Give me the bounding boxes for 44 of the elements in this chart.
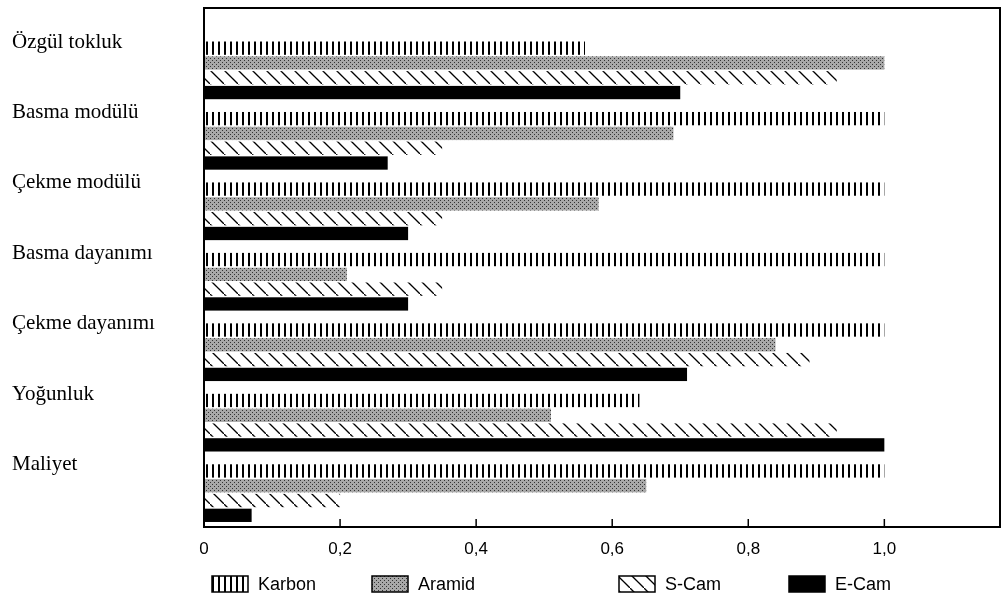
bar [204, 297, 409, 311]
legend-label: E-Cam [835, 574, 892, 594]
bar [204, 267, 347, 281]
legend-label: Karbon [258, 574, 317, 594]
y-tick-label: Basma dayanımı [12, 239, 153, 264]
bar [204, 41, 585, 55]
bar [204, 408, 551, 422]
bar [204, 126, 674, 141]
y-tick-label: Yoğunluk [12, 380, 95, 405]
bar [204, 423, 837, 437]
bar [204, 85, 681, 100]
bar [204, 493, 341, 508]
y-tick-label: Basma modülü [12, 98, 140, 123]
y-tick-label: Özgül tokluk [12, 28, 123, 53]
x-tick-label: 0,2 [328, 539, 352, 558]
x-tick-label: 0 [199, 539, 209, 558]
y-tick-label: Çekme dayanımı [12, 310, 156, 335]
bar [204, 156, 388, 170]
bar [204, 323, 885, 337]
bar [204, 352, 810, 367]
x-tick-label: 0,4 [464, 539, 488, 558]
bar [204, 438, 885, 452]
bar [204, 141, 443, 155]
bar [204, 393, 640, 408]
bar [204, 226, 409, 241]
bar [204, 338, 776, 352]
legend-label: Aramid [418, 574, 476, 594]
bar [204, 111, 885, 126]
bar [204, 71, 837, 85]
bar [204, 197, 599, 211]
bar [204, 212, 443, 226]
x-tick-label: 0,8 [736, 539, 761, 558]
bar [204, 464, 885, 478]
legend-label: S-Cam [665, 574, 722, 594]
bar [204, 479, 647, 493]
bar [204, 56, 885, 70]
y-tick-label: Çekme modülü [12, 169, 142, 194]
x-tick-label: 1,0 [872, 539, 897, 558]
bar [204, 508, 252, 522]
bar [204, 182, 885, 196]
bar [204, 367, 688, 382]
x-tick-label: 0,6 [600, 539, 625, 558]
bar [204, 282, 443, 296]
y-tick-label: Maliyet [12, 451, 78, 476]
